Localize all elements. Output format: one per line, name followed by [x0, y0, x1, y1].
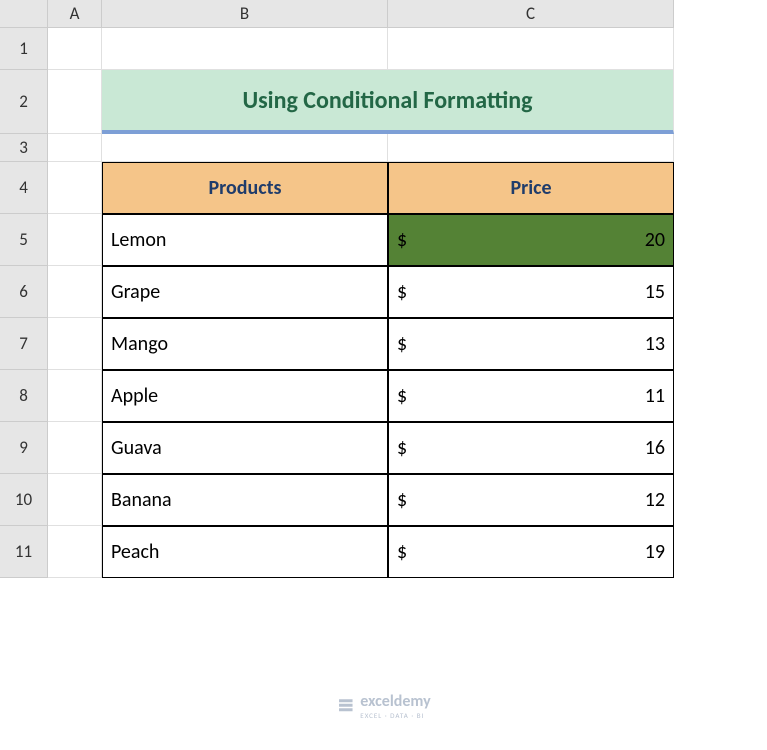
currency-symbol: $: [397, 228, 407, 252]
price-cell-3[interactable]: $ 11: [388, 370, 674, 422]
product-cell-6[interactable]: Peach: [102, 526, 388, 578]
price-cell-4[interactable]: $ 16: [388, 422, 674, 474]
row-header-11[interactable]: 11: [0, 526, 48, 578]
cell-b1[interactable]: [102, 28, 388, 70]
product-cell-0[interactable]: Lemon: [102, 214, 388, 266]
cell-c1[interactable]: [388, 28, 674, 70]
col-header-a[interactable]: A: [48, 0, 102, 28]
price-cell-5[interactable]: $ 12: [388, 474, 674, 526]
price-value: 11: [645, 384, 665, 408]
currency-symbol: $: [397, 280, 407, 304]
price-cell-1[interactable]: $ 15: [388, 266, 674, 318]
spreadsheet-grid: A B C 1 2 Using Conditional Formatting 3…: [0, 0, 767, 578]
cell-a10[interactable]: [48, 474, 102, 526]
currency-symbol: $: [397, 540, 407, 564]
product-cell-1[interactable]: Grape: [102, 266, 388, 318]
watermark-sub: EXCEL · DATA · BI: [360, 711, 430, 720]
price-cell-2[interactable]: $ 13: [388, 318, 674, 370]
product-cell-5[interactable]: Banana: [102, 474, 388, 526]
row-header-8[interactable]: 8: [0, 370, 48, 422]
watermark-icon: [336, 697, 354, 715]
cell-a9[interactable]: [48, 422, 102, 474]
currency-symbol: $: [397, 436, 407, 460]
cell-a3[interactable]: [48, 134, 102, 162]
cell-a7[interactable]: [48, 318, 102, 370]
product-cell-2[interactable]: Mango: [102, 318, 388, 370]
price-value: 15: [645, 280, 665, 304]
price-value: 16: [645, 436, 665, 460]
row-header-4[interactable]: 4: [0, 162, 48, 214]
row-header-7[interactable]: 7: [0, 318, 48, 370]
cell-a8[interactable]: [48, 370, 102, 422]
cell-b3[interactable]: [102, 134, 388, 162]
price-cell-6[interactable]: $ 19: [388, 526, 674, 578]
row-header-10[interactable]: 10: [0, 474, 48, 526]
cell-a1[interactable]: [48, 28, 102, 70]
cell-a6[interactable]: [48, 266, 102, 318]
currency-symbol: $: [397, 332, 407, 356]
row-header-9[interactable]: 9: [0, 422, 48, 474]
row-header-1[interactable]: 1: [0, 28, 48, 70]
title-cell[interactable]: Using Conditional Formatting: [102, 70, 674, 134]
product-cell-3[interactable]: Apple: [102, 370, 388, 422]
product-cell-4[interactable]: Guava: [102, 422, 388, 474]
currency-symbol: $: [397, 384, 407, 408]
watermark: exceldemy EXCEL · DATA · BI: [336, 692, 430, 720]
row-header-5[interactable]: 5: [0, 214, 48, 266]
price-value: 12: [645, 488, 665, 512]
row-header-6[interactable]: 6: [0, 266, 48, 318]
table-header-price[interactable]: Price: [388, 162, 674, 214]
row-header-3[interactable]: 3: [0, 134, 48, 162]
cell-a4[interactable]: [48, 162, 102, 214]
cell-a5[interactable]: [48, 214, 102, 266]
table-header-products[interactable]: Products: [102, 162, 388, 214]
watermark-text: exceldemy: [360, 692, 430, 711]
col-header-b[interactable]: B: [102, 0, 388, 28]
price-cell-0[interactable]: $ 20: [388, 214, 674, 266]
price-value: 13: [645, 332, 665, 356]
row-header-2[interactable]: 2: [0, 70, 48, 134]
cell-a2[interactable]: [48, 70, 102, 134]
cell-c3[interactable]: [388, 134, 674, 162]
price-value: 19: [645, 540, 665, 564]
select-all-corner[interactable]: [0, 0, 48, 28]
currency-symbol: $: [397, 488, 407, 512]
cell-a11[interactable]: [48, 526, 102, 578]
col-header-c[interactable]: C: [388, 0, 674, 28]
price-value: 20: [645, 228, 665, 252]
